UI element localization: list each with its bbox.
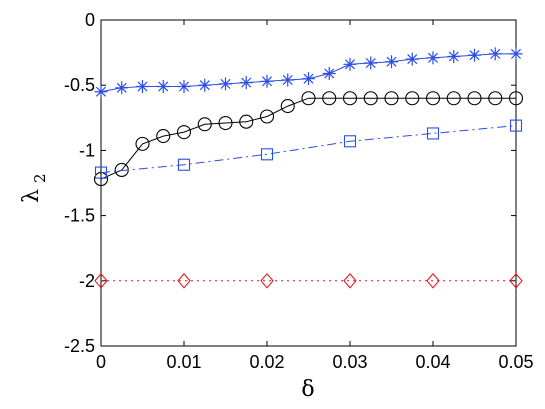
data-point-circle [342, 91, 358, 106]
plot-area-frame [100, 19, 517, 347]
data-point-asterisk [385, 55, 398, 69]
data-point-circle [467, 91, 482, 106]
x-tick-label: 0.01 [166, 352, 201, 372]
y-axis-label-subscript: 2 [31, 173, 49, 183]
data-point-asterisk [94, 85, 108, 99]
data-point-asterisk [198, 78, 212, 92]
y-tick-label: 0 [85, 10, 95, 30]
data-point-diamond [177, 272, 191, 289]
data-point-diamond [509, 272, 523, 289]
plot-series [93, 47, 524, 289]
data-point-circle [363, 91, 378, 106]
data-point-asterisk [302, 72, 315, 86]
x-tick-label: 0 [96, 352, 106, 372]
axis-labels: δ λ 2 [19, 173, 315, 402]
data-point-square [509, 119, 523, 132]
data-point-asterisk [239, 76, 253, 90]
series-line [100, 125, 517, 174]
x-tick-label: 0.05 [498, 352, 533, 372]
data-point-circle [446, 91, 461, 106]
series-asterisk [94, 47, 523, 99]
data-point-circle [280, 99, 295, 114]
y-tick-label: -2.5 [64, 336, 95, 356]
data-point-diamond [260, 272, 274, 289]
data-point-circle [301, 91, 316, 106]
data-point-square [94, 166, 108, 179]
y-tick-label: -1.5 [64, 206, 95, 226]
y-axis-label-main: λ [19, 189, 44, 203]
data-point-circle [384, 91, 399, 106]
data-point-diamond [343, 272, 357, 289]
data-point-circle [218, 115, 233, 131]
data-point-circle [405, 91, 420, 106]
data-point-asterisk [136, 80, 149, 94]
x-tick-label: 0.04 [415, 352, 450, 372]
data-point-circle [135, 136, 150, 151]
data-point-square [177, 158, 191, 171]
data-point-circle [156, 129, 171, 144]
axes: 0 0.01 0.02 0.03 0.04 0.05 0 -0.5 -1 -1.5 -2 -2.5 [64, 10, 534, 372]
y-tick-label: -2 [79, 271, 95, 291]
data-point-asterisk [177, 80, 191, 94]
data-point-diamond [94, 272, 108, 289]
data-point-circle [488, 91, 503, 106]
data-point-circle [425, 91, 441, 106]
data-point-asterisk [260, 74, 274, 88]
data-point-circle [239, 114, 254, 129]
data-point-asterisk [115, 81, 129, 95]
data-point-asterisk [447, 50, 461, 64]
data-point-asterisk [343, 57, 357, 71]
data-point-asterisk [364, 56, 378, 70]
data-point-asterisk [468, 48, 481, 62]
data-point-asterisk [156, 80, 170, 94]
data-point-asterisk [281, 73, 295, 87]
data-point-circle [197, 117, 212, 132]
data-point-square [426, 127, 440, 140]
x-tick-label: 0.03 [332, 352, 367, 372]
data-point-asterisk [322, 66, 336, 80]
data-point-circle [176, 125, 192, 140]
data-point-square [343, 135, 357, 148]
data-point-asterisk [219, 77, 232, 91]
data-point-circle [259, 109, 275, 124]
data-point-asterisk [509, 47, 523, 61]
x-axis-label: δ [301, 377, 314, 402]
y-tick-label: -1 [79, 140, 95, 160]
series-circle [93, 91, 524, 187]
data-point-asterisk [488, 47, 502, 61]
y-axis-label: λ 2 [19, 173, 49, 203]
data-point-circle [322, 91, 337, 106]
data-point-diamond [426, 272, 440, 289]
data-point-asterisk [405, 52, 419, 66]
data-point-circle [508, 91, 524, 106]
series-diamond [94, 272, 523, 289]
x-tick-label: 0.02 [249, 352, 284, 372]
series-square [94, 119, 523, 179]
data-point-square [260, 148, 274, 161]
data-point-asterisk [426, 51, 440, 65]
y-tick-label: -0.5 [64, 75, 95, 95]
